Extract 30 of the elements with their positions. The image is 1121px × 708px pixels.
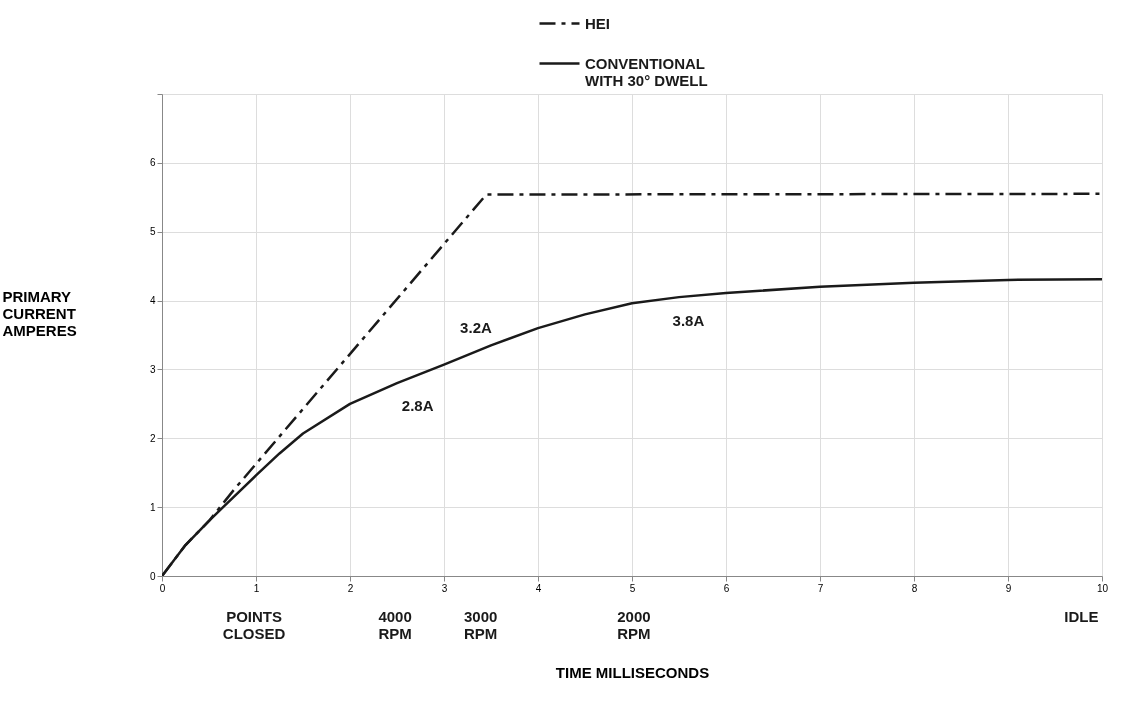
x-tick-label: 7: [817, 582, 824, 594]
x-axis-title: TIME MILLISECONDS: [555, 663, 710, 681]
text: 4000 RPM: [378, 607, 412, 642]
y-tick-label: 4: [149, 295, 156, 307]
text: IDLE: [1064, 607, 1099, 625]
x-tick-label: 4: [535, 582, 542, 594]
y-tick-label: 1: [149, 501, 156, 513]
x-tick-label: 1: [253, 582, 260, 594]
annotation: 2.8A: [401, 396, 434, 414]
x-tick-label: 6: [723, 582, 730, 594]
text: POINTS CLOSED: [222, 607, 286, 642]
text: 2000 RPM: [617, 607, 651, 642]
y-tick-label: 2: [149, 432, 156, 444]
y-tick-label: 5: [149, 226, 156, 238]
legend-label: CONVENTIONAL WITH 30° DWELL: [585, 54, 708, 89]
y-axis-title: PRIMARY CURRENT AMPERES: [2, 287, 77, 339]
x-tick-label: 9: [1005, 582, 1012, 594]
x-tick-label: 8: [911, 582, 918, 594]
x-tick-label: 3: [441, 582, 448, 594]
y-tick-label: 6: [149, 157, 156, 169]
annotation: 3.2A: [460, 319, 492, 337]
text: 3000 RPM: [463, 607, 498, 642]
annotation: 3.8A: [672, 312, 705, 330]
x-tick-label: 10: [1096, 582, 1109, 594]
y-tick-label: 0: [149, 570, 156, 582]
y-tick-label: 3: [149, 363, 156, 375]
x-tick-label: 5: [629, 582, 636, 594]
x-tick-label: 0: [159, 582, 166, 594]
legend-label: HEI: [585, 14, 611, 32]
x-tick-label: 2: [347, 582, 354, 594]
